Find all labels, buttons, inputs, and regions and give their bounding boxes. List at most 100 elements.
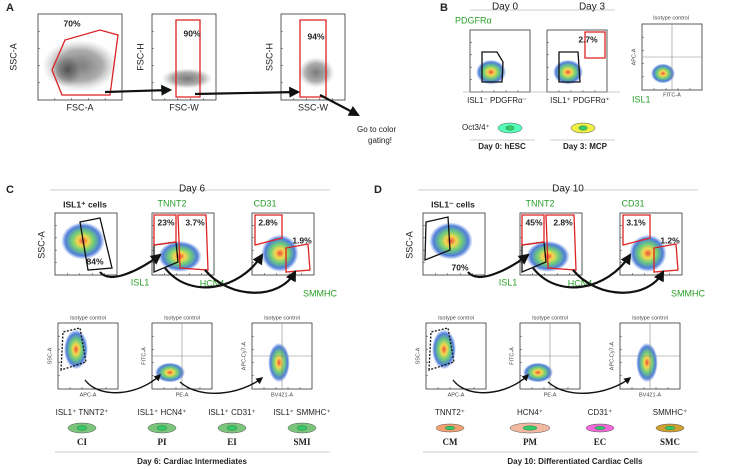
label: ISL1⁺ SMMHC⁺ — [273, 408, 330, 417]
label: ISL1⁺ PDGFRα⁺ — [550, 96, 610, 105]
label: APC-Cy7-A — [241, 341, 247, 370]
label: Isotype control — [164, 315, 200, 321]
label: ISL1⁺ TNNT2⁺ — [56, 408, 109, 417]
label: B — [440, 2, 448, 14]
cell-nucleus — [76, 425, 88, 431]
figure-content: A SSC-A FSC-A 70% FSC-H FSC-W 90% SSC-H SSC-W 94%… — [6, 2, 705, 466]
density-cloud — [523, 362, 553, 383]
arrow — [99, 253, 162, 278]
label: Go to color — [357, 125, 396, 134]
gate — [79, 217, 113, 271]
label: HCN4⁺ — [517, 408, 543, 417]
label: CM — [443, 437, 458, 447]
gate — [584, 31, 606, 59]
cell-nucleus — [594, 426, 606, 431]
label: Day 6 — [179, 184, 206, 195]
label: HCN4 — [568, 278, 593, 288]
label: FSC-H — [135, 43, 145, 71]
label: ISL1⁻ cells — [431, 199, 475, 209]
density-cloud — [50, 52, 85, 88]
arrow — [572, 269, 665, 294]
density-cloud — [476, 59, 506, 85]
label: Day 6: Cardiac Intermediates — [137, 457, 247, 466]
label: SMMHC — [303, 288, 337, 298]
density-cloud — [553, 59, 583, 85]
label: 1.2% — [660, 235, 680, 245]
label: ISL1 — [499, 277, 518, 287]
label: Day 3: MCP — [563, 142, 608, 151]
gate — [622, 214, 651, 246]
label: Isotype control — [632, 315, 668, 321]
label: FSC-A — [67, 102, 94, 112]
density-cloud — [155, 362, 185, 383]
label: 94% — [307, 31, 324, 41]
cell-nucleus — [578, 125, 588, 131]
cell-nucleus — [522, 425, 538, 431]
label: SSC-W — [298, 102, 329, 112]
label: 84% — [86, 256, 103, 266]
density-cloud — [268, 342, 290, 383]
label: 45% — [525, 217, 542, 227]
label: ISL1⁻ PDGFRα⁻ — [467, 96, 527, 105]
label: TNNT2 — [526, 198, 555, 208]
label: SMC — [660, 437, 680, 447]
label: TNNT2⁺ — [435, 408, 465, 417]
label: 70% — [451, 262, 468, 272]
label: 3.1% — [626, 217, 646, 227]
arrow — [164, 253, 264, 289]
label: 1.9% — [292, 235, 312, 245]
arrow — [84, 374, 161, 394]
gate — [545, 214, 577, 271]
label: A — [6, 2, 14, 14]
label: EC — [594, 437, 607, 447]
arrow — [532, 253, 632, 289]
label: PI — [158, 437, 167, 447]
label: Day 0 — [492, 2, 519, 13]
density-cloud — [629, 234, 667, 272]
gate — [424, 216, 451, 261]
gate — [521, 214, 545, 246]
label: Day 10: Differentiated Cardiac Cells — [507, 457, 643, 466]
arrow — [547, 377, 632, 394]
arrow — [179, 377, 264, 394]
label: SSC-A — [47, 347, 53, 364]
gate — [51, 29, 119, 96]
label: SSC-A — [404, 231, 414, 259]
label: PE-A — [544, 392, 557, 398]
arrow — [194, 86, 301, 98]
gate — [428, 327, 455, 371]
arrow — [467, 253, 530, 278]
label: 2.8% — [553, 217, 573, 227]
gate — [653, 243, 679, 273]
label: 2.7% — [578, 34, 598, 44]
label: Isotype control — [70, 315, 106, 321]
label: C — [6, 184, 14, 196]
gate — [285, 243, 311, 273]
label: PE-A — [176, 392, 189, 398]
label: FSC-W — [169, 102, 199, 112]
label: PM — [523, 437, 537, 447]
label: SMMHC — [671, 288, 705, 298]
label: SSC-A — [415, 347, 421, 364]
label: 23% — [157, 217, 174, 227]
label: CD31 — [253, 198, 276, 208]
arrow — [319, 94, 360, 117]
gate — [481, 51, 504, 83]
label: ISL1 — [632, 94, 651, 104]
label: Isotype control — [532, 315, 568, 321]
density-cloud — [636, 342, 658, 383]
label: 2.8% — [258, 217, 278, 227]
label: CD31⁺ — [588, 408, 613, 417]
label: FITC-A — [663, 92, 681, 98]
arrow — [104, 84, 173, 96]
arrow — [452, 374, 529, 394]
plot-frame — [469, 29, 531, 93]
gate — [558, 51, 581, 83]
label: SSC-A — [36, 231, 46, 259]
label: APC-Cy7-A — [609, 341, 615, 370]
cell-nucleus — [505, 125, 515, 131]
gate — [177, 214, 209, 271]
label: ISL1⁺ cells — [63, 199, 107, 209]
label: BV421-A — [639, 392, 661, 398]
